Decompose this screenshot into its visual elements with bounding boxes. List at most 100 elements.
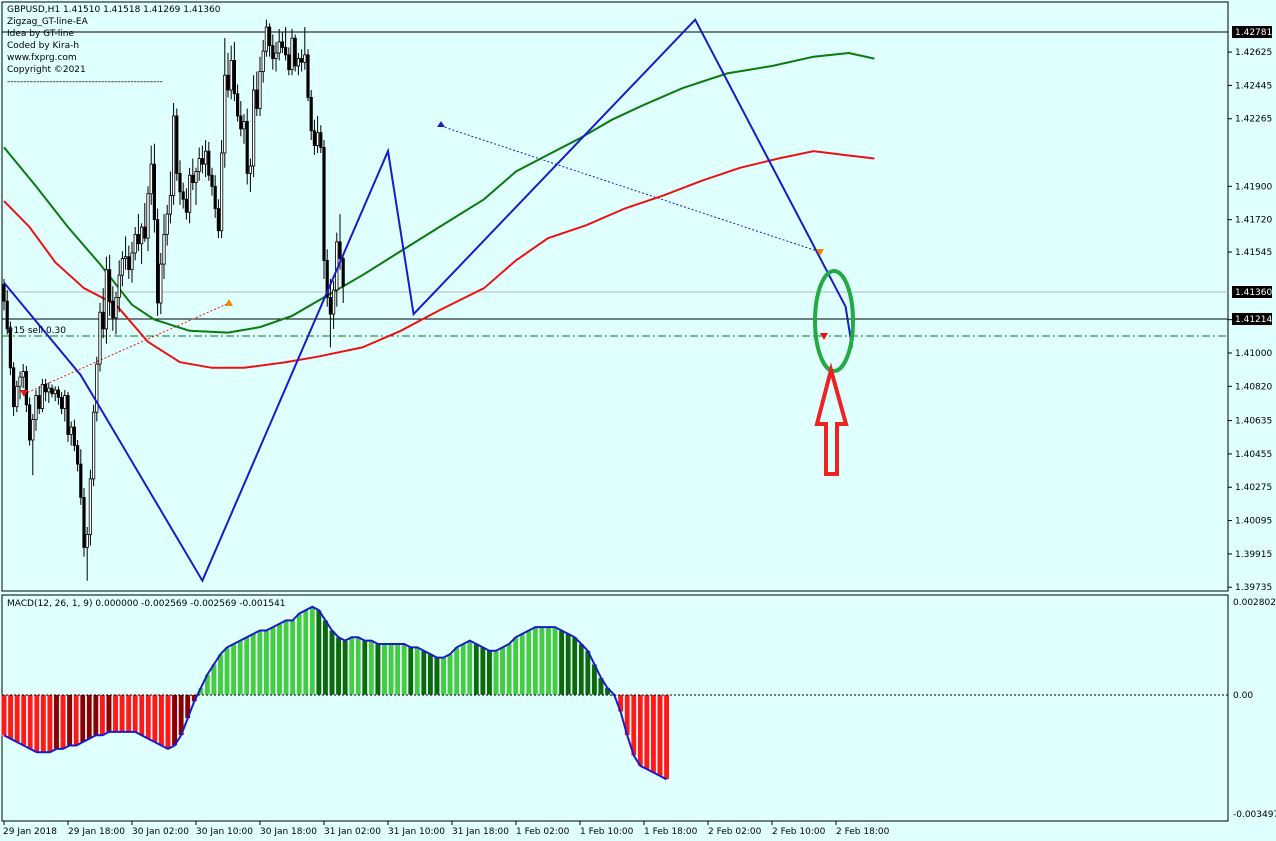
ea-line-4: www.fxprg.com (7, 53, 77, 63)
candle-bull (95, 363, 99, 413)
macd-bar (526, 630, 532, 695)
entry-price-tag-bg (1232, 313, 1272, 325)
price-tick-label: 1.42265 (1235, 115, 1272, 125)
candle-bull (203, 150, 208, 165)
entry-price-tag: 1.41214 (1235, 315, 1272, 325)
candle-bull (120, 258, 124, 276)
candle-bull (117, 274, 121, 298)
candle-bear (60, 397, 64, 409)
candle-bull (194, 171, 198, 184)
candle-bull (63, 395, 67, 409)
macd-signal-line (3, 605, 668, 781)
time-tick-label: 29 Jan 18:00 (68, 827, 125, 837)
macd-bar (473, 643, 480, 695)
macd-bar (375, 643, 381, 695)
price-tick-label: 1.41000 (1235, 349, 1272, 359)
candle-bear (101, 311, 105, 330)
macd-bar (348, 637, 355, 695)
macd-bar (93, 694, 99, 736)
zigzag-line (3, 18, 853, 583)
macd-bar (414, 647, 421, 695)
candle-bear (312, 130, 317, 146)
ea-line-2: Idea by GT-line (7, 29, 74, 39)
candle-bull (290, 37, 294, 71)
zigzag-path (3, 18, 853, 583)
candle-bull (277, 41, 281, 54)
candle-bull (162, 234, 166, 265)
candle-bull (187, 174, 192, 213)
candle-bear (143, 226, 147, 239)
candle-bear (267, 26, 272, 46)
candle-bear (5, 300, 9, 330)
candle-bull (264, 26, 269, 52)
candle-bull (219, 152, 224, 232)
macd-bar (499, 647, 506, 695)
macd-bar (99, 694, 106, 736)
macd-bar (421, 650, 427, 695)
candle-bull (92, 411, 96, 480)
macd-bar (7, 694, 14, 739)
macd-tick-zero: 0.00 (1233, 691, 1253, 701)
macd-bar (152, 694, 158, 743)
candle-bear (44, 384, 48, 393)
price-tick-label: 1.41720 (1235, 216, 1272, 226)
macd-bar (512, 637, 519, 695)
sell-arrow-icon-2 (820, 333, 828, 340)
price-tick-label: 1.41545 (1235, 248, 1272, 258)
candle-bear (328, 297, 333, 315)
candle-bull (251, 89, 256, 167)
candle-bull (21, 371, 25, 378)
macd-bar (440, 657, 447, 695)
macd-bar (329, 630, 335, 695)
highlight-circle (813, 269, 855, 373)
candle-bull (98, 311, 102, 365)
macd-bar (631, 694, 637, 756)
macd-bar (650, 694, 657, 773)
price-tick-label: 1.40095 (1235, 517, 1272, 527)
macd-bar (243, 637, 250, 695)
macd-bar (112, 694, 119, 733)
candle-bear (184, 198, 188, 213)
macd-bar (316, 610, 322, 695)
macd-bar (296, 613, 302, 695)
high-price-tag: 1.42781 (1235, 28, 1272, 38)
candle-bear (287, 54, 291, 71)
macd-bar (434, 657, 440, 695)
macd-bar (139, 694, 145, 736)
macd-bar (519, 633, 525, 695)
time-tick-label: 31 Jan 02:00 (324, 827, 381, 837)
candle-bear (37, 395, 41, 409)
time-tick-label: 31 Jan 10:00 (388, 827, 445, 837)
candle-bear (11, 367, 16, 408)
macd-bar (132, 694, 138, 733)
macd-bar (394, 643, 401, 695)
macd-bar (270, 626, 276, 695)
candle-bull (171, 115, 176, 196)
candle-bear (235, 93, 240, 117)
macd-bar (545, 626, 552, 695)
time-tick-label: 30 Jan 18:00 (260, 827, 317, 837)
candle-bull (197, 158, 201, 172)
macd-bar (585, 650, 591, 695)
candle-bear (178, 172, 182, 193)
candle-bear (325, 259, 329, 298)
macd-bar (486, 650, 493, 695)
candle-bull (133, 234, 137, 254)
macd-bar (125, 694, 132, 733)
candle-bear (72, 426, 76, 446)
macd-bar (60, 694, 66, 750)
candle-bear (56, 389, 61, 398)
candle-bear (341, 258, 345, 287)
candle-bear (239, 115, 243, 130)
candle-bear (245, 121, 249, 174)
macd-bar (53, 694, 60, 750)
macd-bar (158, 694, 165, 746)
candle-bear (309, 97, 313, 132)
candle-bull (229, 60, 233, 91)
macd-bar (460, 643, 466, 695)
macd-bar (145, 694, 152, 739)
price-tick-label: 1.40275 (1235, 483, 1272, 493)
candle-bull (242, 121, 246, 130)
candle-bear (24, 371, 29, 406)
